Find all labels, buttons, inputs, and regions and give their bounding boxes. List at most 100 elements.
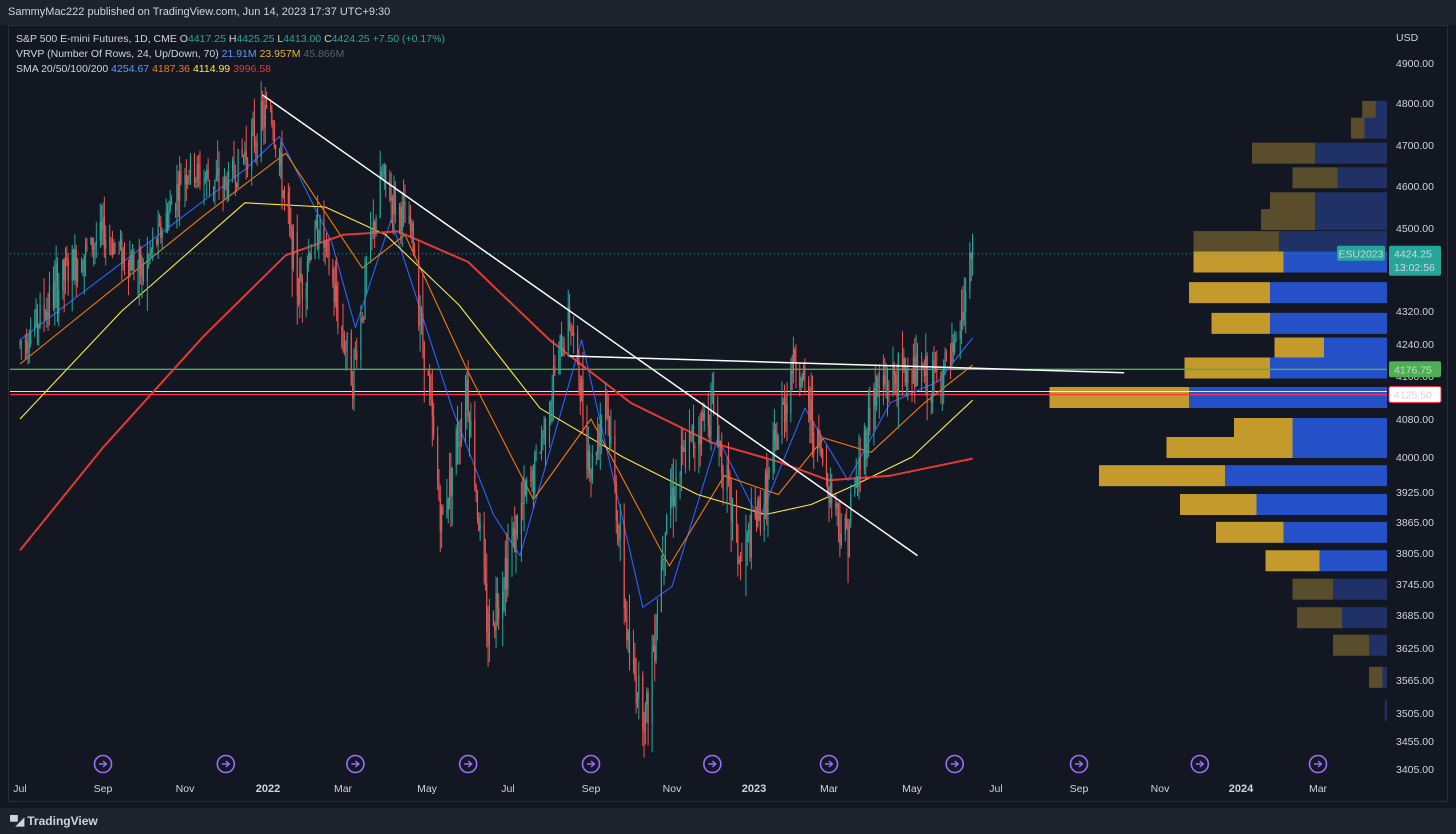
candle-body bbox=[763, 504, 765, 531]
candle-body bbox=[212, 186, 215, 190]
candle-body bbox=[846, 518, 848, 529]
candle-body bbox=[208, 180, 211, 187]
candle-body bbox=[346, 332, 348, 350]
candle-body bbox=[923, 368, 925, 377]
candle-body bbox=[560, 334, 563, 357]
candle-body bbox=[58, 290, 60, 315]
candle-body bbox=[332, 268, 334, 282]
candle-body bbox=[467, 379, 469, 417]
tradingview-brand[interactable]: ▀◢ TradingView bbox=[10, 814, 98, 828]
candle-body bbox=[149, 249, 151, 256]
candle-body bbox=[672, 486, 674, 506]
candle-body bbox=[632, 657, 635, 665]
price-tick-label: 4600.00 bbox=[1396, 181, 1434, 193]
event-marker-icon[interactable] bbox=[346, 754, 365, 774]
candle-body bbox=[905, 369, 908, 383]
time-tick-label: Nov bbox=[663, 783, 682, 795]
candle-body bbox=[352, 385, 354, 400]
candle-body bbox=[671, 486, 673, 495]
trendline bbox=[262, 94, 918, 557]
candle-body bbox=[390, 196, 392, 201]
candle-body bbox=[400, 207, 402, 231]
candle-body bbox=[512, 528, 514, 537]
candle-body bbox=[799, 371, 801, 388]
candle-body bbox=[912, 357, 914, 383]
event-marker-icon[interactable] bbox=[703, 754, 722, 774]
level-tag-bg bbox=[1388, 386, 1442, 404]
candle-body bbox=[278, 149, 281, 166]
candle-body bbox=[203, 180, 205, 185]
candle-body bbox=[389, 180, 391, 201]
candle-body bbox=[514, 528, 516, 553]
candle-body bbox=[624, 608, 627, 615]
candle-body bbox=[827, 474, 829, 494]
price-tick-label: 4700.00 bbox=[1396, 140, 1434, 152]
event-marker-icon[interactable] bbox=[1308, 754, 1328, 774]
vp-down-bar bbox=[1292, 418, 1387, 439]
candle-body bbox=[54, 280, 56, 308]
candle-body bbox=[605, 392, 607, 420]
candle-body bbox=[300, 273, 302, 280]
candle-body bbox=[207, 169, 209, 181]
event-marker-icon[interactable] bbox=[216, 754, 236, 774]
candle-body bbox=[933, 359, 935, 372]
candle-body bbox=[44, 316, 47, 319]
event-marker-icon[interactable] bbox=[1190, 754, 1210, 774]
event-marker-icon[interactable] bbox=[945, 754, 964, 774]
time-tick-label: Mar bbox=[1309, 783, 1328, 795]
vp-up-bar bbox=[1274, 337, 1324, 359]
candle-body bbox=[336, 285, 338, 310]
candle-body bbox=[811, 399, 814, 434]
candle-body bbox=[892, 363, 894, 394]
candle-body bbox=[327, 242, 329, 244]
candle-body bbox=[867, 407, 870, 447]
candle-body bbox=[226, 181, 228, 198]
candle-body bbox=[27, 348, 29, 353]
candle-body bbox=[433, 416, 435, 436]
candle-body bbox=[337, 309, 339, 328]
candle-body bbox=[86, 243, 88, 245]
candle-body bbox=[360, 318, 362, 360]
close-label: C bbox=[324, 33, 332, 45]
candle-body bbox=[252, 118, 254, 132]
event-marker-icon[interactable] bbox=[458, 754, 478, 774]
candle-body bbox=[161, 231, 163, 238]
candle-body bbox=[859, 457, 861, 470]
candle-body bbox=[691, 425, 693, 434]
vp-up-bar bbox=[1292, 578, 1333, 600]
candle-body bbox=[306, 260, 309, 290]
event-marker-icon[interactable] bbox=[1069, 754, 1089, 774]
event-marker-icon[interactable] bbox=[93, 754, 113, 774]
event-marker-icon[interactable] bbox=[581, 754, 601, 774]
event-circle bbox=[945, 754, 964, 774]
candle-body bbox=[47, 311, 49, 317]
symbol-tag-bg bbox=[1337, 245, 1385, 261]
chart-panel[interactable] bbox=[8, 25, 1448, 802]
candle-body bbox=[874, 388, 876, 406]
candle-body bbox=[582, 379, 584, 421]
last-price-value: 4424.25 bbox=[1394, 248, 1432, 260]
candle-body bbox=[615, 481, 617, 521]
candle-body bbox=[43, 304, 45, 317]
event-marker-icon[interactable] bbox=[819, 754, 839, 774]
vp-up-bar bbox=[1333, 634, 1369, 656]
price-tick-label: 3405.00 bbox=[1396, 764, 1434, 776]
candle-body bbox=[644, 704, 647, 733]
candle-body bbox=[342, 329, 344, 342]
candle-body bbox=[460, 418, 463, 442]
candle-body bbox=[419, 321, 421, 326]
candle-body bbox=[354, 350, 356, 352]
price-tick-label: 3865.00 bbox=[1396, 517, 1434, 529]
candle-body bbox=[571, 331, 573, 336]
candle-body bbox=[503, 589, 505, 592]
candle-body bbox=[251, 131, 253, 170]
candle-body bbox=[614, 436, 616, 482]
candle-body bbox=[610, 436, 612, 444]
candle-body bbox=[165, 213, 167, 232]
sma100-value: 4114.99 bbox=[192, 63, 231, 75]
candle-body bbox=[122, 249, 124, 265]
candle-body bbox=[563, 348, 565, 351]
candle-body bbox=[542, 435, 544, 438]
candle-body bbox=[217, 167, 219, 176]
